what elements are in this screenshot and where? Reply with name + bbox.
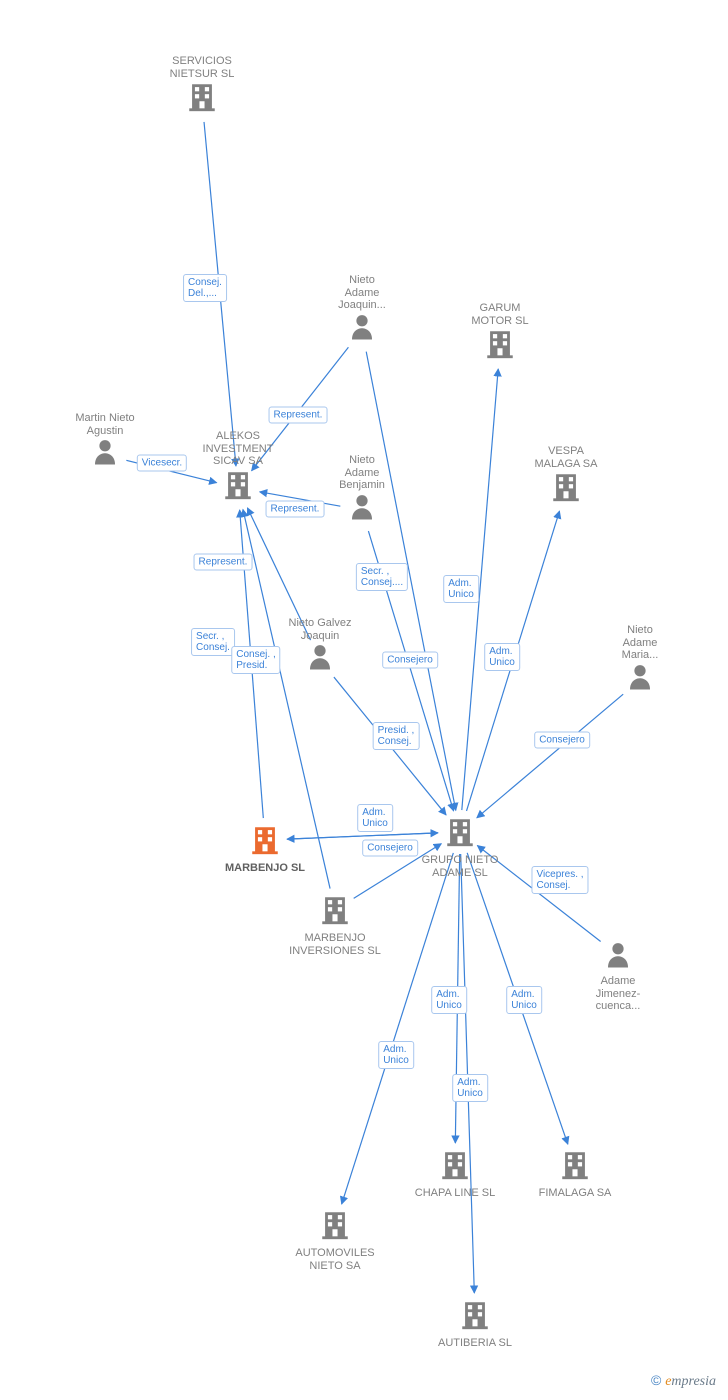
person-icon	[625, 662, 655, 697]
edge-label: Consej. Del.,...	[183, 274, 227, 302]
edge-label: Represent.	[194, 554, 253, 571]
edge-label: Adm. Unico	[378, 1041, 414, 1069]
node-label: GARUM MOTOR SL	[445, 302, 555, 327]
node-label: SERVICIOS NIETSUR SL	[147, 55, 257, 80]
edge-label: Adm. Unico	[431, 986, 467, 1014]
edge-label: Secr. , Consej....	[356, 563, 408, 591]
node-label: Nieto Adame Maria...	[585, 624, 695, 662]
node-label: VESPA MALAGA SA	[511, 445, 621, 470]
node-label: MARBENJO SL	[210, 862, 320, 875]
edge-label: Adm. Unico	[484, 643, 520, 671]
edge-label: Adm. Unico	[506, 986, 542, 1014]
node-label: Nieto Galvez Joaquin	[265, 617, 375, 642]
building-icon	[318, 893, 352, 932]
building-icon	[318, 1208, 352, 1247]
building-icon	[549, 470, 583, 509]
edge-label: Consejero	[382, 652, 438, 669]
node-label: MARBENJO INVERSIONES SL	[280, 932, 390, 957]
edge-line	[342, 853, 454, 1204]
building-icon	[443, 815, 477, 854]
building-icon	[483, 327, 517, 366]
building-icon	[248, 823, 282, 862]
person-icon	[347, 312, 377, 347]
building-icon	[221, 468, 255, 507]
building-icon	[558, 1148, 592, 1187]
node-label: Martin Nieto Agustin	[50, 412, 160, 437]
edge-label: Represent.	[266, 501, 325, 518]
node-label: CHAPA LINE SL	[400, 1187, 510, 1200]
edge-label: Consej. , Presid.	[231, 646, 280, 674]
copyright: ©	[651, 1372, 661, 1388]
building-icon	[438, 1148, 472, 1187]
node-label: Nieto Adame Joaquin...	[307, 274, 417, 312]
node-label: Adame Jimenez- cuenca...	[563, 975, 673, 1013]
edge-label: Adm. Unico	[452, 1074, 488, 1102]
node-label: ALEKOS INVESTMENT SICAV SA	[183, 430, 293, 468]
edge-label: Consejero	[534, 732, 590, 749]
edge-label: Vicepres. , Consej.	[531, 866, 588, 894]
footer-brand: © empresia	[651, 1372, 716, 1390]
node-label: Nieto Adame Benjamin	[307, 454, 417, 492]
edge-label: Adm. Unico	[443, 575, 479, 603]
person-icon	[603, 940, 633, 975]
edge-line	[287, 833, 438, 839]
edge-label: Secr. , Consej.	[191, 628, 235, 656]
edge-label: Consejero	[362, 840, 418, 857]
edge-line	[477, 694, 623, 818]
building-icon	[185, 80, 219, 119]
node-label: FIMALAGA SA	[520, 1187, 630, 1200]
building-icon	[458, 1298, 492, 1337]
edge-label: Represent.	[269, 407, 328, 424]
node-label: AUTOMOVILES NIETO SA	[280, 1247, 390, 1272]
node-label: AUTIBERIA SL	[420, 1337, 530, 1350]
person-icon	[347, 492, 377, 527]
edge-label: Vicesecr.	[137, 455, 187, 472]
person-icon	[305, 642, 335, 677]
edge-label: Presid. , Consej.	[373, 722, 420, 750]
person-icon	[90, 437, 120, 472]
node-label: GRUPO NIETO ADAME SL	[405, 854, 515, 879]
brand-rest: mpresia	[671, 1374, 716, 1389]
edge-label: Adm. Unico	[357, 804, 393, 832]
